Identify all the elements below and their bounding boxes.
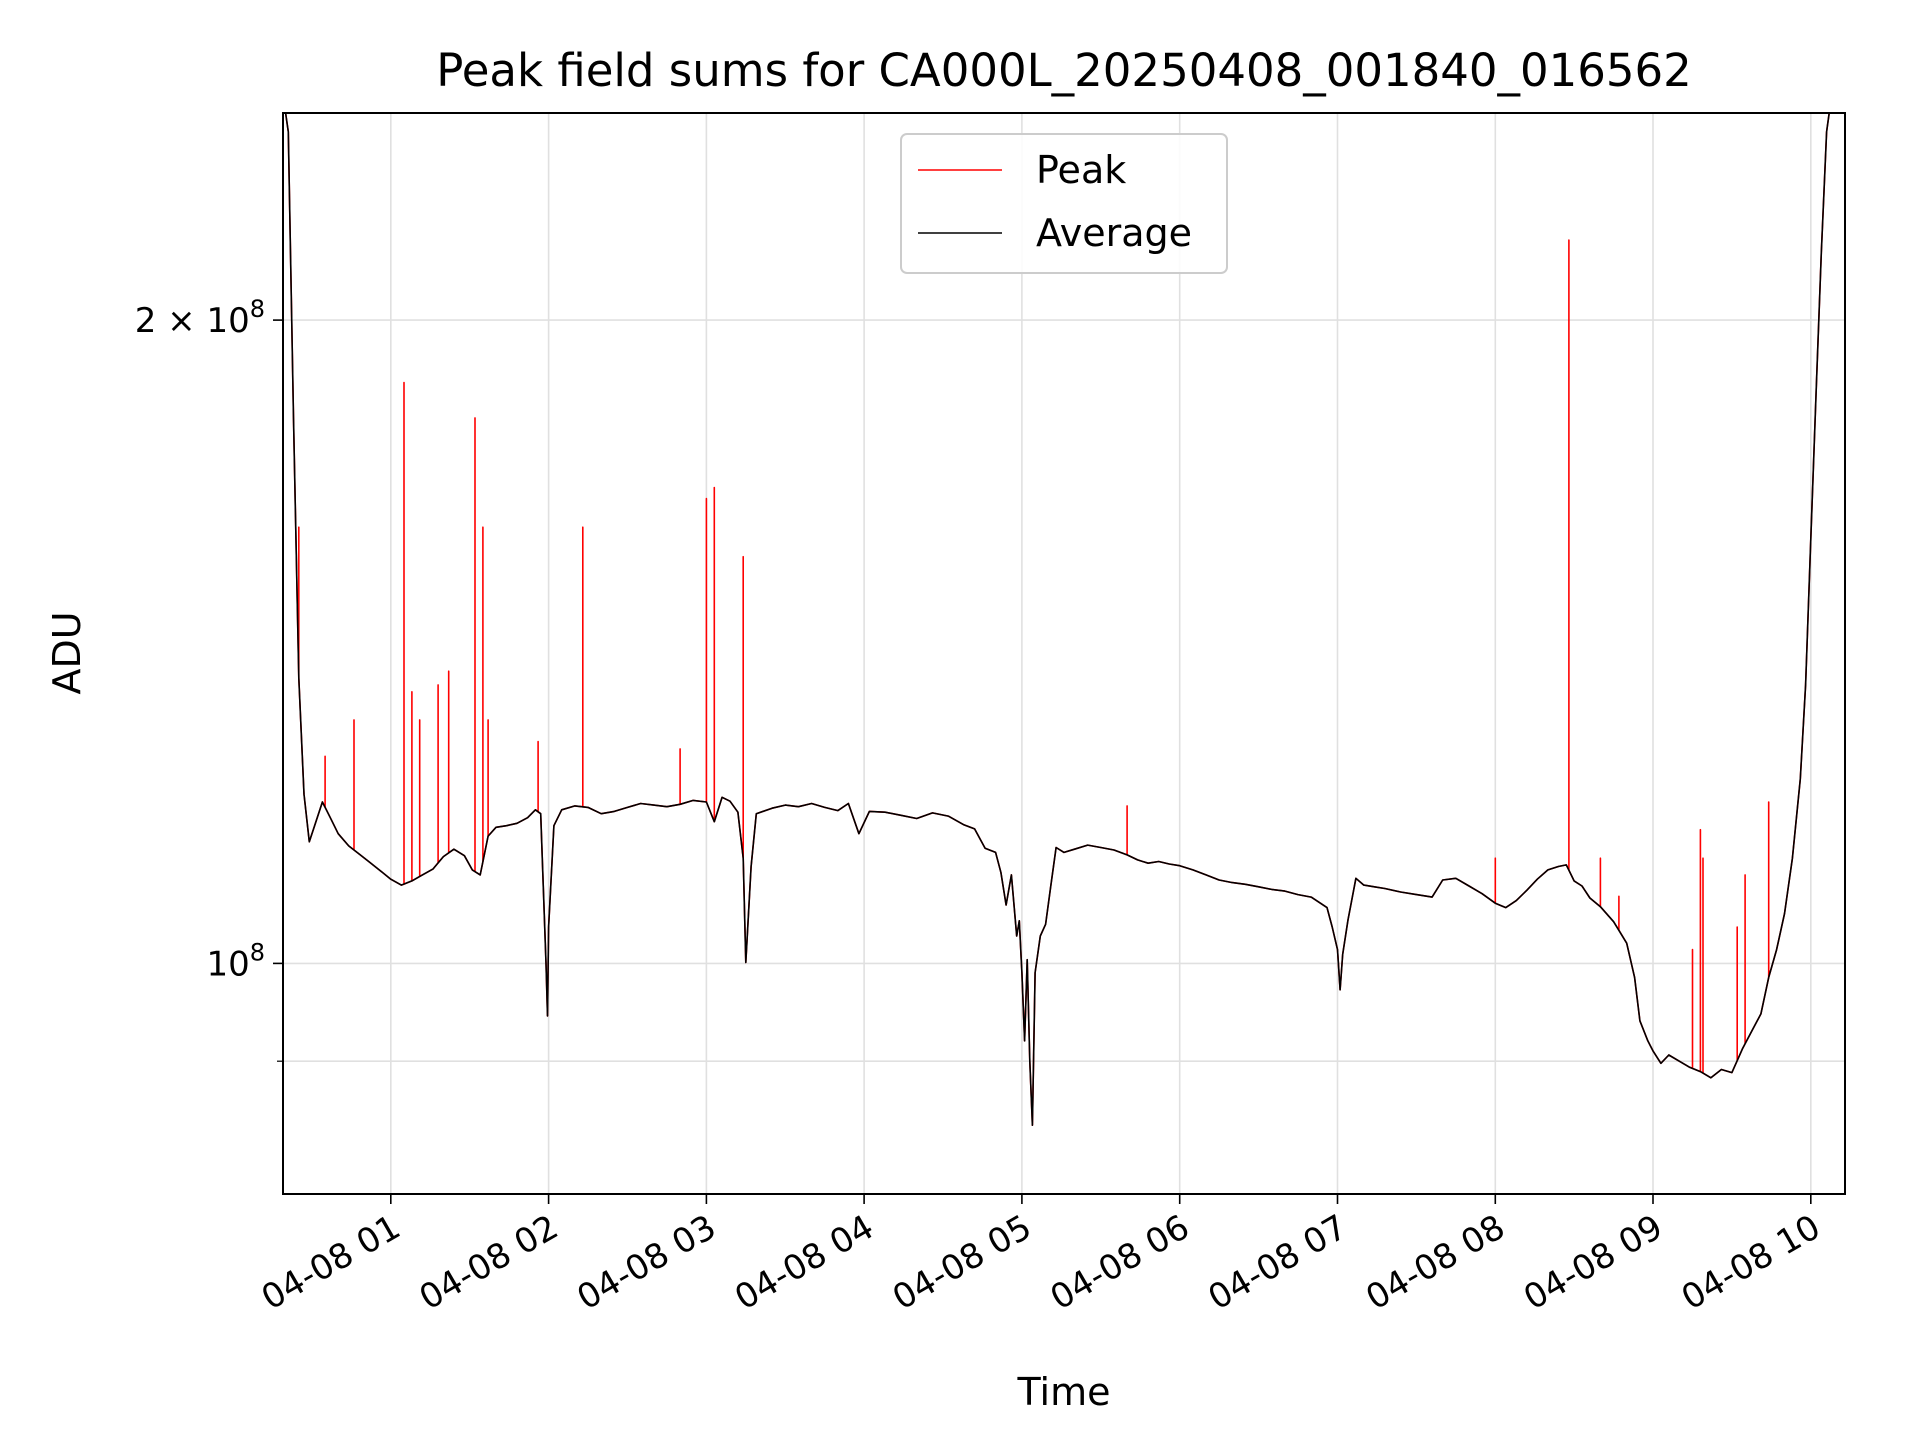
legend-peak-label: Peak [1036,148,1126,192]
chart-title: Peak field sums for CA000L_20250408_0018… [436,44,1692,97]
plot-series [284,113,1830,1126]
legend: Peak Average [900,133,1228,274]
legend-box [900,133,1228,274]
plot-frame [282,112,1846,1195]
y-tick-label: 2 × 108 [135,295,265,341]
legend-average-label: Average [1036,211,1192,255]
y-axis-label: ADU [45,611,89,694]
x-axis-label: Time [1017,1370,1111,1414]
average-series-line [284,113,1830,1126]
y-axis-ticks: 108 2 × 108 [135,295,283,1062]
y-tick-label: 108 [206,938,265,984]
